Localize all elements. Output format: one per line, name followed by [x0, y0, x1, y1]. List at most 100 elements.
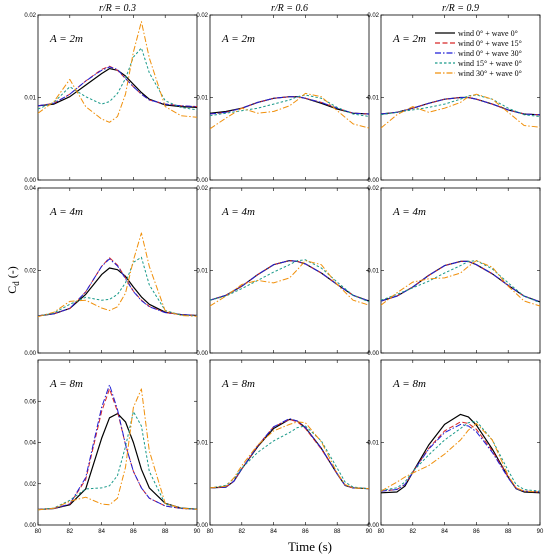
x-tick-label: 90: [194, 529, 201, 535]
column-title: r/R = 0.3: [99, 3, 136, 14]
series-line-5: [38, 232, 197, 318]
x-tick-label: 82: [238, 529, 245, 535]
panel-2-3: 0.00 0.01 0.02 A = 4m: [367, 186, 541, 357]
y-tick-label: 0.00: [24, 351, 36, 357]
x-tick-label: 80: [378, 529, 385, 535]
series-line-5: [381, 260, 540, 307]
series-line-5: [210, 260, 369, 307]
y-tick-label: 0.00: [196, 178, 208, 184]
x-tick-label: 84: [270, 529, 277, 535]
series-line-4: [210, 94, 369, 117]
series-line-1: [38, 413, 197, 511]
amplitude-label: A = 2m: [221, 33, 255, 45]
series-lines: [38, 21, 197, 123]
series-line-5: [38, 388, 197, 511]
series-lines: [210, 259, 369, 307]
series-line-3: [381, 260, 540, 303]
amplitude-label: A = 8m: [49, 378, 83, 390]
x-tick-label: 88: [162, 529, 169, 535]
series-line-5: [381, 423, 540, 493]
y-tick-label: 0.04: [24, 186, 36, 192]
x-tick-label: 88: [334, 529, 341, 535]
x-tick-label: 86: [302, 529, 309, 535]
series-line-3: [210, 260, 369, 302]
y-tick-label: 0.01: [196, 441, 208, 447]
series-line-4: [38, 411, 197, 511]
series-lines: [381, 413, 540, 494]
series-line-3: [38, 66, 197, 108]
series-line-4: [210, 259, 369, 303]
series-line-4: [210, 425, 369, 490]
amplitude-label: A = 4m: [49, 206, 83, 218]
panel-1-1: 0.00 0.01 0.02 A = 2m: [24, 13, 198, 184]
x-tick-label: 82: [409, 529, 416, 535]
y-tick-label: 0.02: [367, 13, 379, 19]
plot-frame: [37, 187, 198, 354]
series-lines: [38, 232, 197, 318]
series-line-5: [38, 21, 197, 123]
legend-label: wind 15° + wave 0°: [458, 59, 522, 68]
series-line-3: [38, 258, 197, 317]
y-axis-label: Cd (-): [5, 266, 21, 294]
plot-frame: [209, 14, 370, 181]
x-tick-label: 86: [130, 529, 137, 535]
y-tick-label: 0.04: [24, 441, 36, 447]
y-tick-label: 0.00: [367, 523, 379, 529]
x-tick-label: 86: [473, 529, 480, 535]
panel-2-1: 0.00 0.02 0.04 A = 4m: [24, 186, 198, 357]
plot-frame: [380, 187, 541, 354]
series-line-3: [38, 384, 197, 510]
y-tick-label: 0.02: [196, 13, 208, 19]
y-tick-label: 0.01: [24, 96, 36, 102]
y-tick-label: 0.01: [196, 269, 208, 275]
amplitude-label: A = 4m: [221, 206, 255, 218]
series-lines: [210, 92, 369, 130]
y-tick-label: 0.00: [24, 178, 36, 184]
x-tick-label: 82: [66, 529, 73, 535]
amplitude-label: A = 4m: [392, 206, 426, 218]
series-lines: [381, 260, 540, 307]
y-tick-label: 0.06: [24, 399, 36, 405]
x-tick-label: 84: [441, 529, 448, 535]
x-tick-label: 90: [537, 529, 544, 535]
series-line-5: [210, 92, 369, 130]
panel-3-2: 80 82 84 86 88 900.000.01A = 8m: [196, 359, 373, 535]
y-tick-label: 0.02: [24, 13, 36, 19]
legend-label: wind 30° + wave 0°: [458, 69, 522, 78]
panel-2-2: 0.00 0.01 0.02 A = 4m: [196, 186, 370, 357]
panel-1-3: 0.00 0.01 0.02 A = 2m: [367, 13, 541, 184]
series-line-3: [210, 96, 369, 115]
legend: wind 0° + wave 0°wind 0° + wave 15°wind …: [435, 29, 522, 78]
y-tick-label: 0.00: [196, 351, 208, 357]
amplitude-label: A = 2m: [49, 33, 83, 45]
y-tick-label: 0.00: [367, 178, 379, 184]
legend-label: wind 0° + wave 0°: [458, 29, 518, 38]
x-axis-label: Time (s): [288, 539, 332, 554]
y-tick-label: 0.00: [367, 351, 379, 357]
panel-grid: 0.000.010.02A = 2m0.000.010.02A = 2m0.00…: [24, 3, 544, 535]
x-tick-label: 84: [98, 529, 105, 535]
y-tick-label: 0.00: [24, 523, 36, 529]
series-line-4: [381, 94, 540, 117]
y-tick-label: 0.02: [367, 186, 379, 192]
y-tick-label: 0.01: [367, 269, 379, 275]
series-line-1: [38, 67, 197, 108]
legend-label: wind 0° + wave 30°: [458, 49, 522, 58]
series-lines: [381, 93, 540, 129]
x-tick-label: 80: [207, 529, 214, 535]
legend-label: wind 0° + wave 15°: [458, 39, 522, 48]
panel-3-1: 80 82 84 86 88 90 0.00 0.02 0.04 0.06 A = 8m: [24, 359, 201, 535]
panel-3-3: 80 82 84 86 88 900.000.01A = 8m: [367, 359, 544, 535]
series-line-5: [381, 93, 540, 129]
y-tick-label: 0.02: [24, 482, 36, 488]
panel-1-2: 0.00 0.01 0.02 A = 2m: [196, 13, 370, 184]
series-lines: [38, 384, 197, 511]
y-tick-label: 0.01: [367, 441, 379, 447]
series-line-3: [210, 418, 369, 490]
y-tick-label: 0.00: [196, 523, 208, 529]
amplitude-label: A = 8m: [392, 378, 426, 390]
y-tick-label: 0.01: [367, 96, 379, 102]
amplitude-label: A = 2m: [392, 33, 426, 45]
y-tick-label: 0.01: [196, 96, 208, 102]
